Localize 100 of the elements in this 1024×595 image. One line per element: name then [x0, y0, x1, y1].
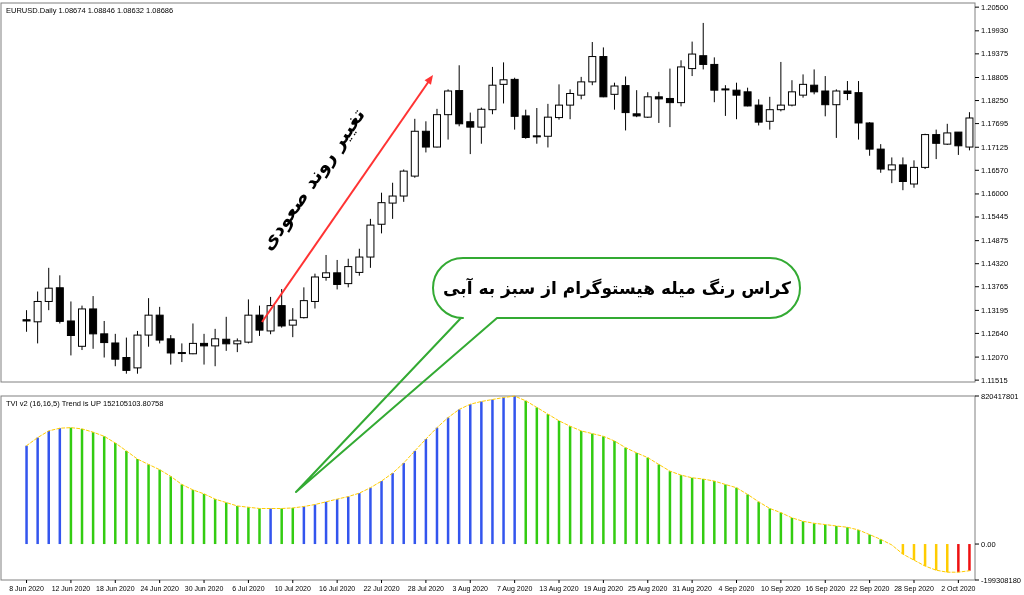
candlestick — [521, 109, 530, 140]
candlestick — [22, 309, 31, 333]
bar — [258, 508, 261, 545]
bar — [136, 459, 139, 545]
candlestick — [255, 305, 264, 337]
line-series — [26, 395, 970, 573]
annotation: کراس رنگ میله هیستوگرام از سبز به آبی — [443, 277, 791, 299]
candlestick — [566, 88, 575, 120]
candlestick — [388, 182, 397, 220]
candlestick — [188, 322, 197, 355]
candlestick — [843, 80, 852, 101]
candlestick — [632, 89, 641, 118]
bar — [158, 469, 161, 545]
annotation: تغییر روند صعودی — [255, 103, 370, 255]
bar — [513, 396, 516, 545]
candlestick — [943, 123, 952, 146]
candlestick — [377, 192, 386, 234]
candlestick — [887, 156, 896, 184]
candlestick — [111, 333, 120, 367]
bar — [624, 447, 627, 545]
candlestick — [444, 88, 453, 141]
candlestick — [898, 156, 907, 191]
candlestick — [177, 342, 186, 363]
candlestick — [355, 248, 364, 277]
candlestick — [322, 254, 331, 282]
candlestick — [44, 267, 53, 311]
candlestick — [211, 328, 220, 367]
bar — [369, 487, 372, 545]
candlestick — [33, 291, 42, 344]
bar — [114, 442, 117, 545]
bar — [524, 400, 527, 545]
bar — [746, 494, 749, 545]
candlestick — [909, 159, 918, 189]
bar — [868, 534, 871, 545]
candlestick — [721, 84, 730, 117]
bar — [835, 525, 838, 545]
candlestick — [732, 82, 741, 120]
bar — [602, 436, 605, 545]
candlestick — [799, 73, 808, 99]
candlestick — [66, 300, 75, 356]
candlestick — [477, 107, 486, 145]
candlestick — [277, 288, 286, 329]
candlestick — [288, 307, 297, 338]
candlestick — [344, 258, 353, 288]
candlestick — [100, 320, 109, 359]
candlestick — [932, 129, 941, 160]
bar — [236, 505, 239, 545]
bar — [147, 464, 150, 545]
candlestick — [166, 334, 175, 366]
bar — [724, 484, 727, 545]
candlestick — [765, 96, 774, 131]
bar — [957, 544, 960, 573]
bar — [47, 430, 50, 545]
candlestick — [654, 91, 663, 124]
bar — [713, 481, 716, 545]
candlestick — [555, 83, 564, 121]
bar — [247, 507, 250, 545]
candlestick — [776, 61, 785, 112]
bar — [269, 508, 272, 545]
candlestick — [543, 103, 552, 148]
candlestick — [144, 297, 153, 348]
bar — [469, 404, 472, 545]
candlestick — [688, 41, 697, 77]
candlestick — [832, 88, 841, 139]
candlestick — [333, 259, 342, 290]
candlestick — [222, 316, 231, 352]
bar — [502, 397, 505, 545]
bar — [491, 399, 494, 545]
bar — [25, 445, 28, 545]
bar — [280, 508, 283, 545]
candlestick — [810, 68, 819, 95]
bar — [480, 401, 483, 545]
candlestick — [643, 91, 652, 119]
bar — [613, 441, 616, 545]
candlestick — [610, 82, 619, 111]
candlestick — [499, 61, 508, 104]
candlestick — [665, 68, 674, 128]
bar — [757, 501, 760, 545]
bar — [846, 527, 849, 545]
candlestick — [421, 120, 430, 153]
candlestick — [122, 337, 131, 375]
bar — [402, 463, 405, 545]
candlestick — [577, 76, 586, 100]
bar — [380, 481, 383, 545]
bar — [391, 473, 394, 545]
candlestick — [954, 131, 963, 156]
bar — [635, 452, 638, 545]
bar — [36, 437, 39, 545]
bar — [968, 544, 971, 571]
candlestick — [200, 333, 209, 366]
candlestick — [466, 112, 475, 155]
candlestick — [743, 87, 752, 107]
candlestick — [532, 107, 541, 145]
bar — [125, 450, 128, 545]
bar — [591, 433, 594, 545]
bar — [735, 487, 738, 545]
candlestick — [876, 143, 885, 174]
candlestick — [821, 75, 830, 117]
candlestick — [754, 98, 763, 126]
bar — [857, 529, 860, 545]
